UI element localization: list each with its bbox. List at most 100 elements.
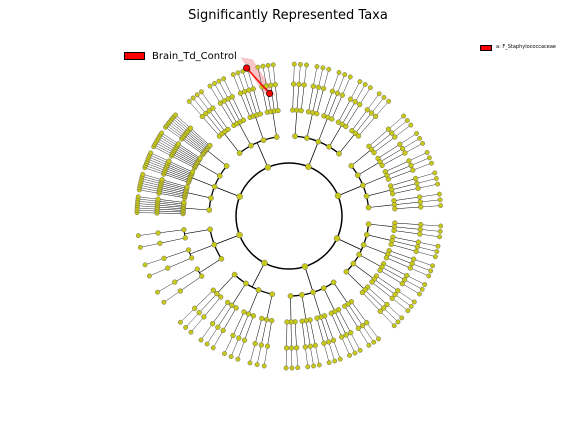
tree-branch (214, 83, 225, 101)
tree-branch (290, 295, 292, 323)
tree-node (433, 176, 439, 181)
tree-branch (304, 266, 314, 293)
tree-branch (313, 66, 318, 87)
tree-branch (345, 104, 360, 127)
tree-node (422, 282, 428, 287)
tree-branch (318, 117, 329, 142)
tree-node (408, 303, 414, 309)
tree-branch (144, 167, 164, 175)
tree-branch (165, 127, 182, 140)
tree-branch (388, 115, 404, 130)
tree-branch (230, 338, 239, 357)
tree-branch (149, 154, 169, 164)
tree-node (408, 122, 414, 128)
tree-node (211, 241, 218, 248)
tree-node (254, 362, 260, 367)
tree-branch (358, 116, 376, 137)
tree-node (407, 265, 413, 271)
tree-node (159, 130, 165, 136)
tree-node (418, 204, 424, 210)
tree-node (332, 358, 338, 364)
tree-node (283, 345, 290, 351)
tree-branch (305, 320, 311, 347)
tree-branch (316, 88, 324, 114)
tree-node (301, 82, 307, 88)
tree-branch (244, 91, 254, 117)
tree-node (181, 199, 187, 206)
tree-branch (386, 304, 402, 319)
tree-branch (157, 210, 184, 213)
tree-node (428, 268, 434, 274)
tree-node (301, 263, 309, 270)
tree-branch (346, 271, 366, 291)
tree-node (187, 125, 194, 131)
tree-branch (367, 286, 388, 305)
tree-branch (408, 152, 428, 162)
tree-branch (231, 283, 247, 306)
tree-branch (167, 162, 193, 174)
tree-node (214, 291, 220, 297)
tree-branch (306, 112, 313, 139)
tree-node (395, 319, 401, 325)
tree-node (333, 235, 341, 242)
tree-node (368, 110, 375, 116)
tree-node (336, 150, 342, 157)
tree-node (419, 286, 425, 292)
tree-node (432, 170, 438, 176)
tree-branch (161, 181, 187, 189)
tree-branch (159, 191, 185, 197)
tree-branch (218, 81, 229, 99)
tree-node (401, 113, 406, 119)
tree-node (260, 63, 266, 69)
tree-branch (224, 100, 238, 124)
tree-node (360, 323, 366, 329)
tree-arc (345, 224, 370, 273)
tree-node (243, 280, 249, 287)
tree-branch (420, 199, 441, 203)
tree-branch (353, 263, 375, 280)
tree-branch (185, 192, 212, 199)
tree-branch (175, 114, 191, 129)
tree-branch (216, 274, 235, 294)
tree-branch (261, 86, 268, 113)
tree-branch (328, 124, 343, 147)
tree-node (259, 315, 265, 322)
tree-branch (182, 137, 204, 154)
tree-node (310, 83, 316, 89)
tree-node (339, 92, 345, 98)
tree-branch (192, 97, 206, 114)
tree-node (295, 365, 301, 371)
tree-branch (238, 313, 249, 339)
tree-node (246, 87, 252, 93)
tree-branch (387, 254, 413, 264)
tree-branch (393, 196, 420, 201)
tree-branch (139, 189, 160, 194)
tree-node (360, 182, 366, 189)
tree-branch (364, 289, 384, 309)
tree-branch (301, 321, 306, 348)
legend-label-clade: a: F_Staphylococcaceae (496, 44, 556, 50)
tree-node (264, 343, 271, 349)
tree-branch (178, 143, 201, 159)
tree-node (261, 259, 268, 267)
tree-branch (342, 76, 351, 96)
tree-node (355, 325, 362, 331)
tree-node (275, 107, 281, 114)
tree-branch (391, 120, 408, 134)
tree-branch (383, 307, 399, 323)
tree-branch (199, 293, 218, 313)
tree-node (221, 76, 227, 82)
tree-branch (368, 223, 395, 228)
tree-node (252, 341, 258, 347)
tree-branch (160, 183, 187, 191)
tree-node (248, 142, 254, 149)
tree-node (223, 163, 230, 169)
tree-node (321, 85, 327, 92)
tree-branch (312, 292, 322, 318)
tree-node (207, 226, 213, 233)
tree-branch (170, 119, 187, 133)
tree-node (413, 175, 419, 182)
tree-branch (337, 74, 345, 94)
tree-node (236, 150, 243, 156)
tree-node (388, 241, 394, 248)
